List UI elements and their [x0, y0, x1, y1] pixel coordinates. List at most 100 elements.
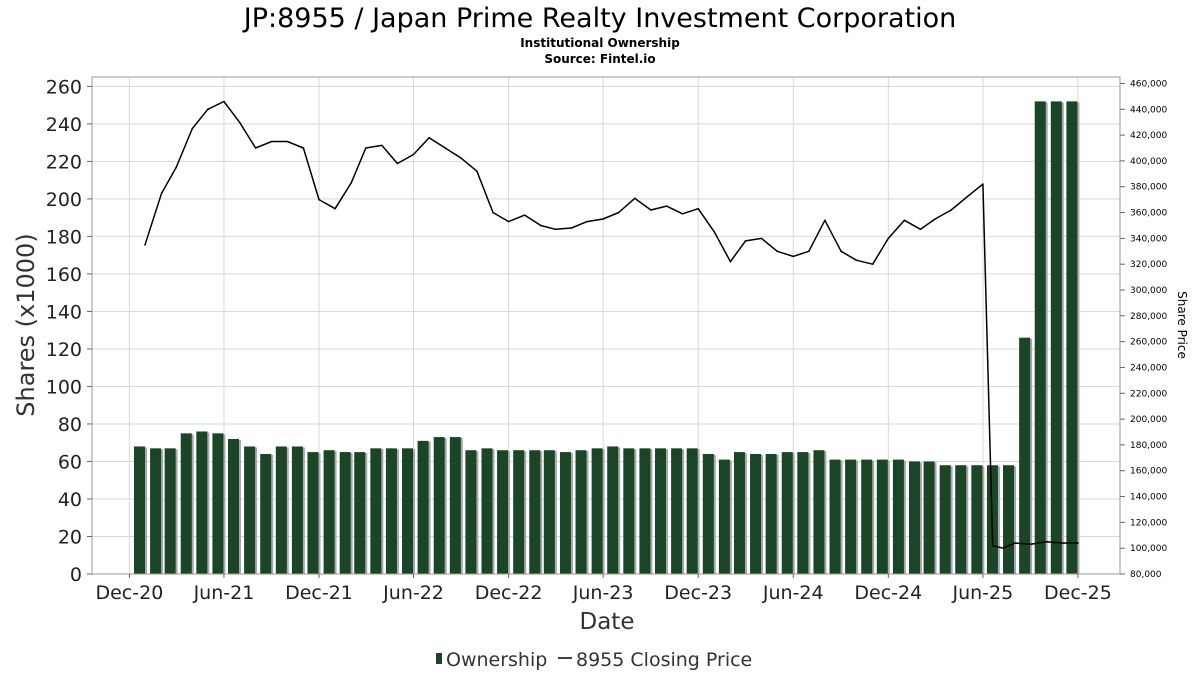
y2-tick-label: 440,000: [1130, 105, 1167, 115]
price-point: [191, 127, 194, 130]
ownership-bar: [591, 448, 603, 574]
x-tick-label: Jun-25: [951, 582, 1013, 604]
ownership-bar: [481, 448, 493, 574]
y2-tick-label: 260,000: [1130, 338, 1167, 348]
ownership-bar: [559, 452, 571, 574]
legend: Ownership 8955 Closing Price: [436, 649, 752, 671]
price-point: [665, 205, 668, 207]
ownership-bar: [1050, 101, 1062, 574]
price-point: [965, 196, 968, 198]
price-point: [634, 197, 636, 200]
price-point: [381, 144, 383, 147]
y-tick-label: 120: [46, 339, 82, 361]
y2-tick-label: 320,000: [1130, 260, 1167, 270]
price-point: [729, 260, 732, 263]
y-tick-label: 240: [46, 114, 82, 136]
ownership-bar: [529, 450, 541, 574]
price-point: [160, 192, 163, 194]
ownership-bar: [449, 437, 461, 574]
y2-tick-label: 200,000: [1130, 415, 1167, 425]
ownership-bar: [718, 459, 730, 574]
price-point: [919, 228, 922, 231]
chart-subtitle-source: Source: Fintel.io: [544, 52, 655, 66]
price-point: [460, 157, 463, 160]
price-point: [697, 207, 700, 210]
price-point: [270, 140, 273, 143]
price-point: [855, 259, 858, 262]
price-point: [903, 219, 906, 222]
price-point: [602, 218, 604, 220]
price-point: [650, 209, 652, 211]
ownership-bar: [1003, 465, 1015, 574]
y-tick-label: 0: [70, 564, 82, 586]
y2-tick-label: 240,000: [1130, 363, 1167, 373]
price-point: [318, 198, 320, 201]
price-point: [492, 211, 494, 214]
ownership-bar: [702, 453, 714, 574]
y-tick-label: 140: [46, 301, 82, 323]
y2-tick-label: 300,000: [1130, 286, 1167, 296]
y2-tick-label: 220,000: [1130, 389, 1167, 399]
price-point: [617, 211, 620, 214]
price-point: [1002, 547, 1004, 549]
price-point: [681, 213, 684, 215]
price-point: [1077, 542, 1079, 544]
price-point: [476, 170, 478, 173]
ownership-bar: [971, 465, 983, 574]
y-tick-label: 60: [58, 451, 82, 473]
price-point: [586, 220, 588, 223]
price-point: [223, 100, 225, 103]
x-axis-label: Date: [580, 609, 635, 635]
ownership-bar: [797, 452, 809, 574]
ownership-bar: [750, 453, 762, 574]
price-point: [302, 147, 305, 149]
ownership-bar: [180, 433, 192, 574]
ownership-bar: [196, 431, 208, 574]
x-tick-label: Jun-22: [382, 582, 444, 604]
price-point: [523, 214, 526, 216]
y2-tick-label: 340,000: [1130, 234, 1167, 244]
ownership-bar: [385, 448, 397, 574]
chart-title: JP:8955 / Japan Prime Realty Investment …: [242, 3, 956, 34]
y2-tick-label: 460,000: [1130, 79, 1167, 89]
y-tick-label: 260: [46, 76, 82, 98]
y-tick-label: 200: [46, 189, 82, 211]
ownership-bar: [781, 452, 793, 574]
ownership-bar: [876, 459, 888, 574]
y-tick-label: 180: [46, 226, 82, 248]
ownership-bar: [909, 461, 921, 574]
plot-frame: [91, 76, 1121, 575]
ownership-bar: [417, 440, 429, 574]
y2-tick-label: 360,000: [1130, 209, 1167, 219]
ownership-bar: [275, 446, 287, 574]
price-point: [934, 218, 936, 220]
price-point: [207, 108, 209, 111]
ownership-bar: [861, 459, 873, 574]
y-tick-label: 100: [46, 376, 82, 398]
ownership-bar: [370, 448, 382, 574]
price-point: [776, 250, 778, 253]
y2-tick-label: 380,000: [1130, 183, 1167, 193]
price-point: [744, 240, 747, 242]
price-point: [840, 250, 842, 253]
ownership-bars: [133, 101, 1080, 574]
price-point: [334, 207, 336, 210]
ownership-bar: [497, 450, 509, 574]
ownership-bar: [291, 446, 303, 574]
price-point: [887, 237, 890, 240]
ownership-bar: [354, 452, 366, 574]
price-point: [991, 544, 994, 547]
x-tick-label: Jun-23: [572, 582, 634, 604]
y-tick-label: 80: [58, 414, 82, 436]
ownership-bar: [150, 448, 162, 574]
ownership-bar: [323, 450, 335, 574]
ownership-bar: [1019, 337, 1031, 574]
ownership-bar: [402, 448, 414, 574]
price-point: [792, 255, 795, 258]
y2-tick-label: 420,000: [1130, 131, 1167, 141]
ownership-bar: [575, 450, 587, 574]
ownership-bar: [164, 448, 176, 574]
price-point: [824, 219, 826, 222]
price-point: [1029, 543, 1032, 546]
price-point: [428, 136, 430, 139]
